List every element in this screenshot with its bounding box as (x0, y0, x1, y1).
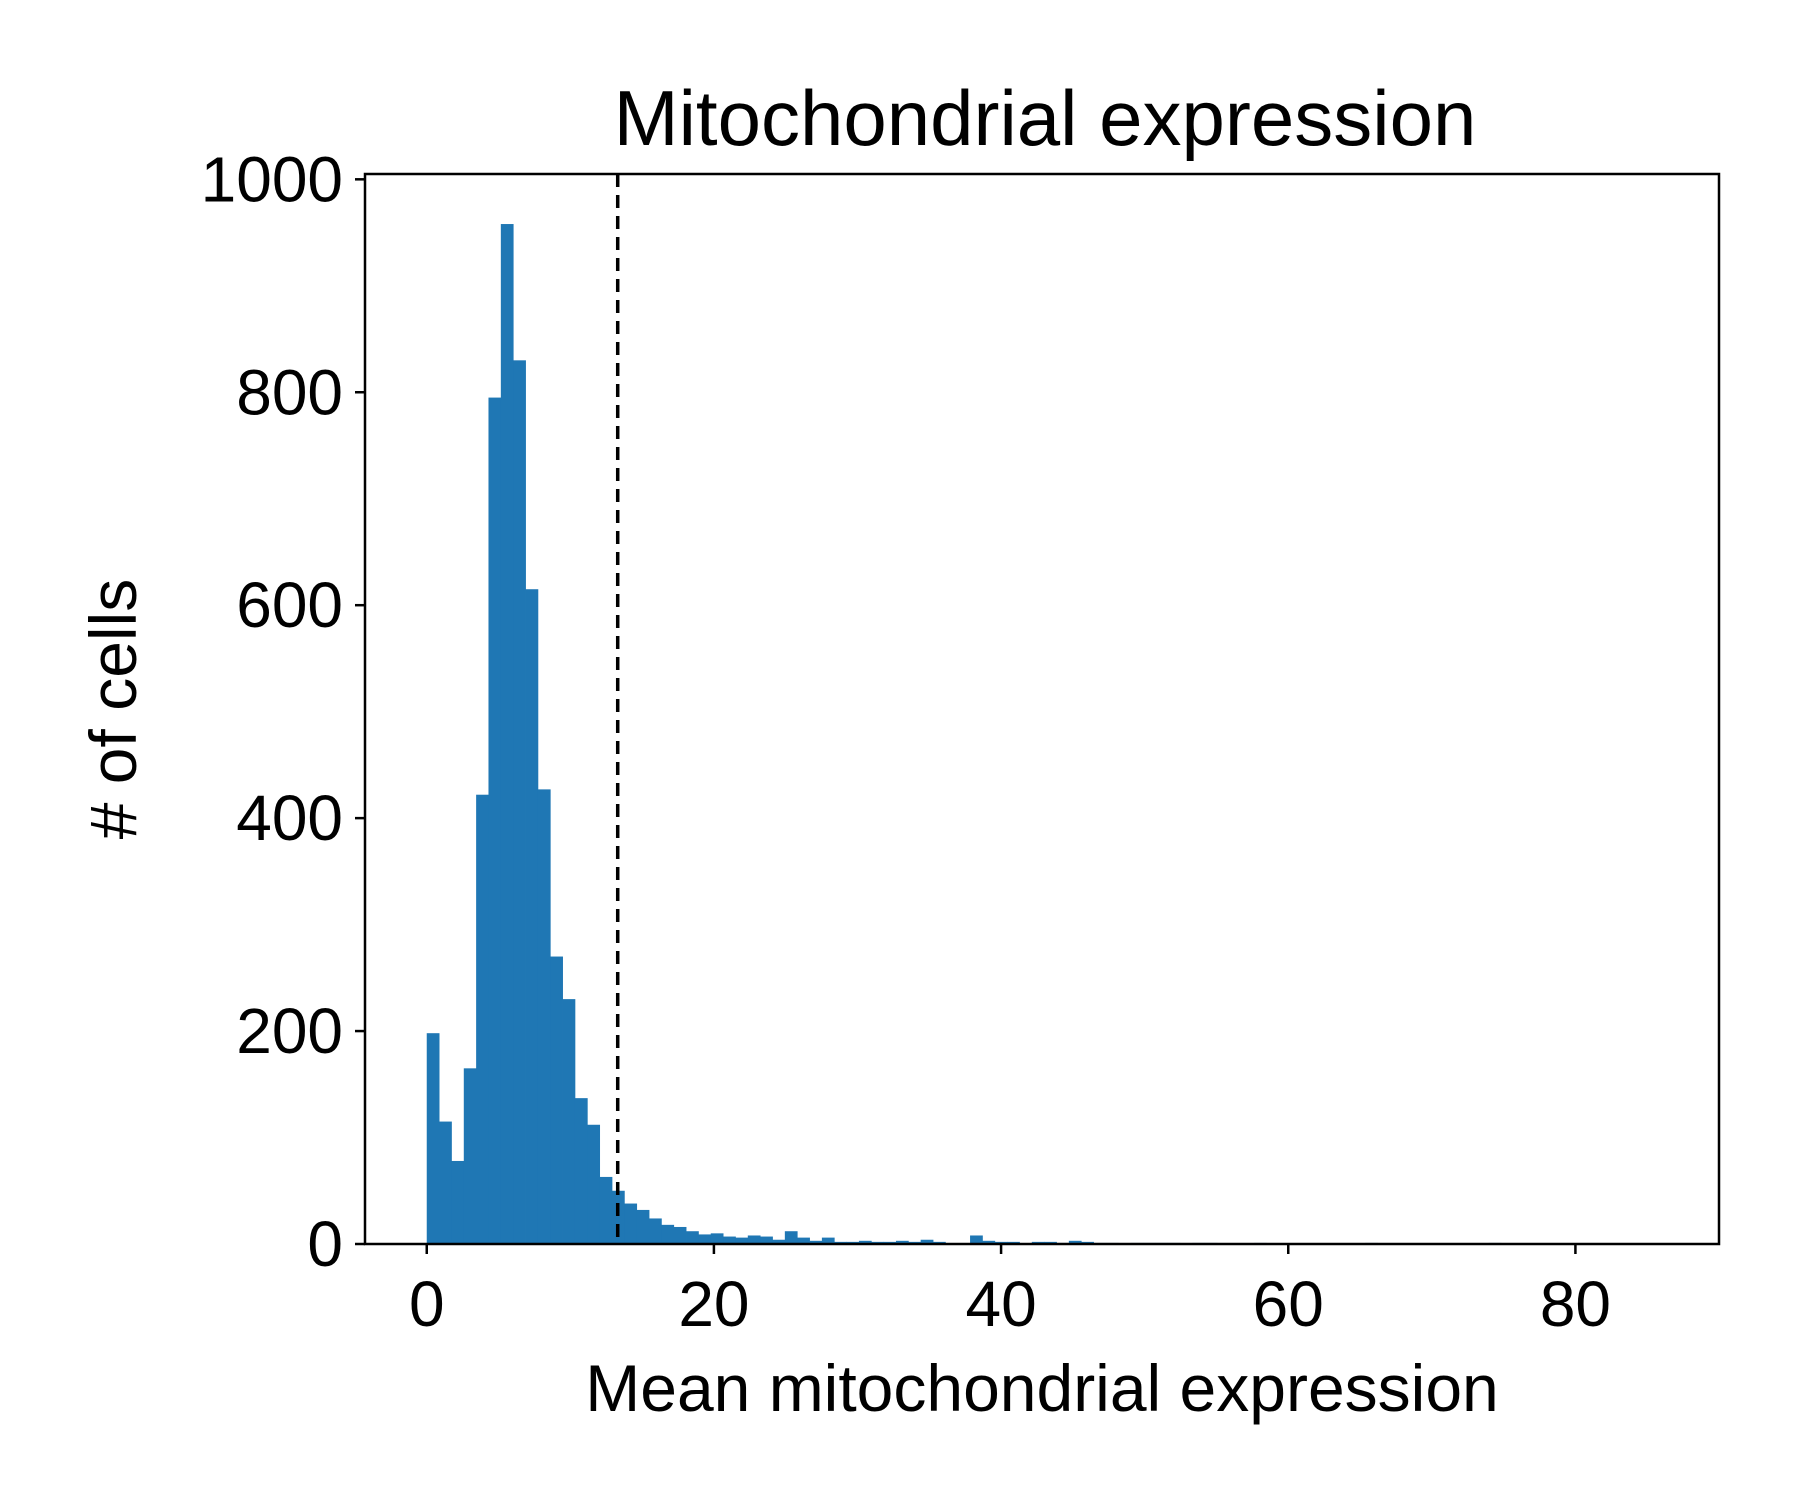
histogram-bar (760, 1236, 773, 1244)
histogram-bar (673, 1226, 687, 1244)
y-tick-label: 1000 (201, 143, 343, 215)
histogram-bar (488, 397, 502, 1245)
histogram-bar (747, 1235, 761, 1244)
plot-frame (363, 172, 1721, 1246)
histogram-bar (513, 360, 526, 1244)
histogram-bar (970, 1235, 983, 1244)
histogram-bar (821, 1237, 835, 1244)
histogram-bar (982, 1240, 996, 1244)
histogram-bar (710, 1233, 724, 1244)
histogram-bar (451, 1160, 465, 1244)
x-tick-label: 20 (678, 1268, 749, 1340)
x-tick-label: 0 (409, 1268, 445, 1340)
histogram-bar (686, 1231, 699, 1244)
histogram-bar (809, 1240, 823, 1244)
y-tick-label: 800 (236, 356, 343, 428)
histogram-bar (920, 1239, 934, 1244)
histogram-bar (611, 1190, 625, 1244)
histogram-bar (476, 794, 489, 1244)
histogram-bar (858, 1240, 872, 1244)
histogram-bar (426, 1033, 440, 1244)
histogram-bar (797, 1237, 810, 1244)
histogram-bar (525, 589, 539, 1244)
histogram-bar (574, 1098, 588, 1244)
y-axis-label: # of cells (76, 579, 150, 839)
y-axis: 0 200 400 600 800 1000 (201, 143, 365, 1280)
histogram-bar (550, 956, 563, 1244)
histogram-bars (426, 224, 1502, 1245)
histogram-bar (723, 1236, 736, 1244)
y-tick-label: 0 (307, 1208, 343, 1280)
histogram-bar (463, 1068, 477, 1244)
histogram-bar (500, 224, 514, 1245)
y-tick-label: 200 (236, 995, 343, 1067)
x-tick-label: 40 (965, 1268, 1036, 1340)
chart-title: Mitochondrial expression (614, 74, 1477, 162)
y-tick-label: 400 (236, 782, 343, 854)
histogram-bar (587, 1124, 601, 1244)
y-tick-label: 600 (236, 569, 343, 641)
histogram-bar (895, 1240, 909, 1244)
histogram-bar (698, 1234, 712, 1244)
x-tick-label: 80 (1540, 1268, 1611, 1340)
histogram-bar (661, 1224, 675, 1244)
histogram-bar (636, 1209, 650, 1244)
histogram-bar (599, 1176, 613, 1244)
histogram-bar (1068, 1240, 1082, 1244)
histogram-bar (537, 789, 551, 1244)
histogram-bar (624, 1203, 638, 1244)
histogram-bar (784, 1231, 798, 1244)
x-axis: 0 20 40 60 80 (409, 1244, 1611, 1340)
histogram-bar (735, 1237, 749, 1244)
histogram-bar (439, 1121, 452, 1244)
histogram-bar (562, 999, 576, 1244)
x-tick-label: 60 (1253, 1268, 1324, 1340)
histogram-bar (649, 1218, 662, 1244)
x-axis-label: Mean mitochondrial expression (585, 1351, 1498, 1425)
histogram-bar (772, 1239, 786, 1244)
